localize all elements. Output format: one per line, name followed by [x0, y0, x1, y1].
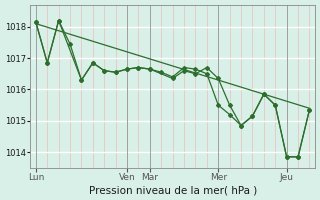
X-axis label: Pression niveau de la mer( hPa ): Pression niveau de la mer( hPa ): [89, 185, 257, 195]
